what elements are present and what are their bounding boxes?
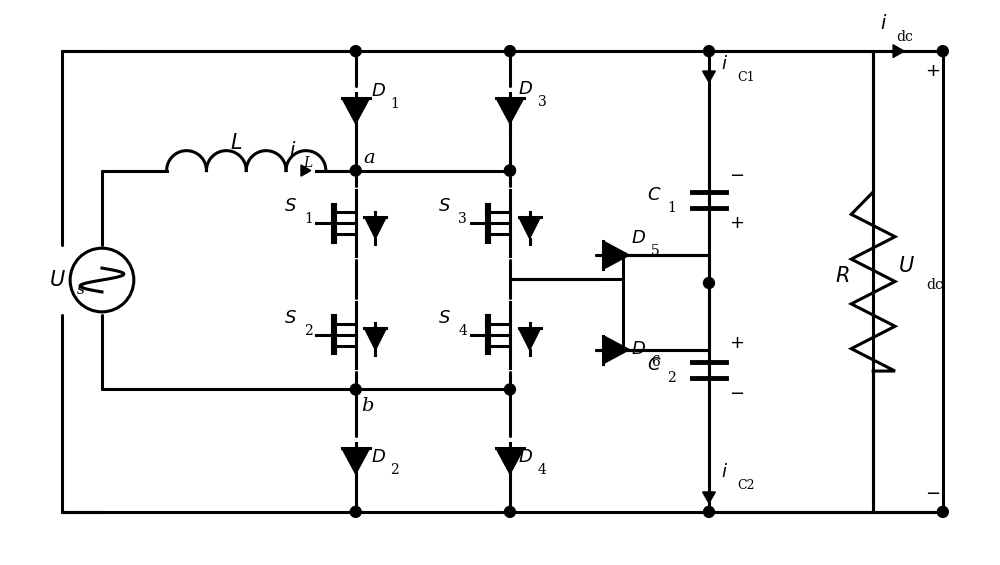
Polygon shape <box>519 217 541 238</box>
Polygon shape <box>893 45 904 58</box>
Text: dc: dc <box>926 279 943 293</box>
Text: $C$: $C$ <box>647 355 662 373</box>
Text: 4: 4 <box>458 324 467 338</box>
Text: $D$: $D$ <box>631 229 646 247</box>
Text: dc: dc <box>896 30 913 44</box>
Text: $+$: $+$ <box>729 334 744 351</box>
Circle shape <box>703 46 714 56</box>
Text: $U$: $U$ <box>49 270 66 290</box>
Circle shape <box>703 506 714 518</box>
Polygon shape <box>603 336 629 364</box>
Polygon shape <box>301 165 311 176</box>
Text: $S$: $S$ <box>284 197 297 215</box>
Text: $S$: $S$ <box>438 197 451 215</box>
Circle shape <box>504 506 515 518</box>
Text: 4: 4 <box>538 463 547 477</box>
Text: $U$: $U$ <box>898 255 915 276</box>
Circle shape <box>350 384 361 395</box>
Text: 2: 2 <box>391 463 399 477</box>
Text: 6: 6 <box>651 355 660 368</box>
Text: $S$: $S$ <box>438 309 451 327</box>
Circle shape <box>937 506 948 518</box>
Polygon shape <box>364 328 386 350</box>
Text: 2: 2 <box>304 324 313 338</box>
Text: $-$: $-$ <box>925 483 940 501</box>
Text: 2: 2 <box>667 371 676 385</box>
Text: $L$: $L$ <box>230 133 242 153</box>
Circle shape <box>504 165 515 176</box>
Text: $S$: $S$ <box>284 309 297 327</box>
Text: s: s <box>77 283 85 297</box>
Text: L: L <box>303 155 312 169</box>
Circle shape <box>350 165 361 176</box>
Text: $D$: $D$ <box>518 448 533 466</box>
Polygon shape <box>342 448 370 474</box>
Text: $-$: $-$ <box>729 164 744 182</box>
Text: C2: C2 <box>737 479 754 492</box>
Text: $i$: $i$ <box>721 463 728 481</box>
Circle shape <box>504 384 515 395</box>
Text: 3: 3 <box>458 212 467 227</box>
Circle shape <box>504 46 515 56</box>
Circle shape <box>937 46 948 56</box>
Polygon shape <box>496 448 524 474</box>
Text: $D$: $D$ <box>371 82 386 100</box>
Text: b: b <box>361 397 373 415</box>
Polygon shape <box>496 98 524 124</box>
Text: $+$: $+$ <box>925 62 940 80</box>
Text: 1: 1 <box>304 212 313 227</box>
Text: C1: C1 <box>737 71 754 84</box>
Text: $D$: $D$ <box>631 340 646 358</box>
Text: 1: 1 <box>391 97 399 111</box>
Circle shape <box>350 506 361 518</box>
Text: $i$: $i$ <box>721 55 728 73</box>
Polygon shape <box>703 492 715 503</box>
Text: $D$: $D$ <box>371 448 386 466</box>
Text: 5: 5 <box>651 244 660 258</box>
Text: $i$: $i$ <box>289 141 296 160</box>
Polygon shape <box>519 328 541 350</box>
Text: 1: 1 <box>667 201 676 215</box>
Text: $R$: $R$ <box>835 266 850 285</box>
Circle shape <box>703 277 714 289</box>
Text: $+$: $+$ <box>729 214 744 232</box>
Polygon shape <box>342 98 370 124</box>
Polygon shape <box>603 241 629 269</box>
Text: $i$: $i$ <box>880 14 887 33</box>
Polygon shape <box>703 71 715 82</box>
Text: $D$: $D$ <box>518 80 533 98</box>
Circle shape <box>350 46 361 56</box>
Text: $-$: $-$ <box>729 384 744 401</box>
Text: $C$: $C$ <box>647 186 662 205</box>
Circle shape <box>504 165 515 176</box>
Polygon shape <box>364 217 386 238</box>
Text: a: a <box>364 149 375 167</box>
Text: 3: 3 <box>538 95 547 109</box>
